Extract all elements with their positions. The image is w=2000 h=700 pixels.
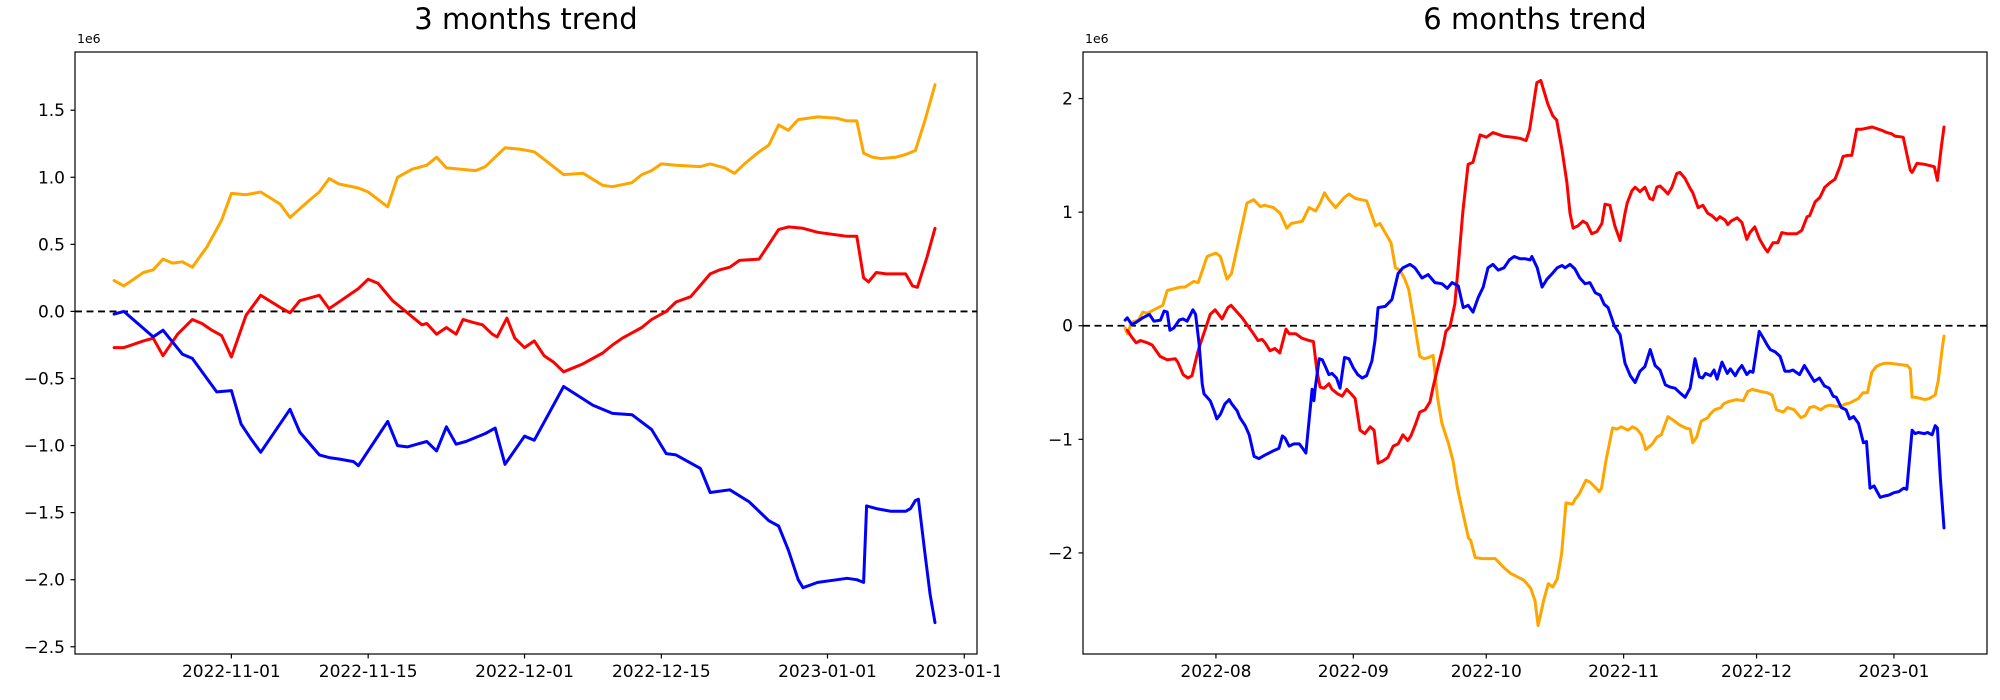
y-tick-label: −1.0 bbox=[24, 437, 65, 457]
right-chart-svg: 2022-08 2022-09 2022-10 2022-11 2022-12 2023-… bbox=[1048, 51, 1988, 682]
x-tick-label: 2022-08 bbox=[1180, 662, 1251, 682]
y-tick-label: 2 bbox=[1062, 90, 1073, 110]
y-tick-label: 0.0 bbox=[38, 302, 65, 322]
x-tick-label: 2023-01-01 bbox=[778, 662, 877, 682]
y-tick-label: 1.5 bbox=[38, 101, 65, 121]
chart-3-months-trend: 3 months trend 1e6 2022-11-01 2022-11-15 2… bbox=[24, 2, 1000, 682]
y-tick-label: 0.5 bbox=[38, 235, 65, 255]
chart-6-months-trend: 6 months trend 1e6 2022-08 2022-09 2022-10… bbox=[1000, 0, 2000, 700]
y-axis-offset-label-right: 1e6 bbox=[1085, 31, 1109, 46]
y-tick-label: 0 bbox=[1062, 317, 1073, 337]
chart-title-6-months: 6 months trend bbox=[1423, 2, 1647, 36]
axes-spines bbox=[1082, 51, 1988, 655]
x-tick-label: 2022-12-15 bbox=[612, 662, 711, 682]
x-tick-label: 2022-11 bbox=[1588, 662, 1659, 682]
x-tick-label: 2022-10 bbox=[1451, 662, 1522, 682]
x-tick-label: 2022-12-01 bbox=[475, 662, 574, 682]
x-tick-label: 2022-11-01 bbox=[182, 662, 281, 682]
y-tick-label: −1.5 bbox=[24, 504, 65, 524]
x-tick-label: 2022-11-15 bbox=[319, 662, 418, 682]
left-chart-svg: 2022-11-01 2022-11-15 2022-12-01 2022-12-15… bbox=[24, 51, 1000, 682]
series-orange-line bbox=[112, 83, 937, 288]
y-tick-label: −0.5 bbox=[24, 369, 65, 389]
x-tick-label: 2022-12 bbox=[1721, 662, 1792, 682]
y-tick-label: −2.0 bbox=[24, 571, 65, 591]
x-tick-label: 2023-01 bbox=[1858, 662, 1929, 682]
y-tick-label: 1.0 bbox=[38, 168, 65, 188]
y-tick-label: −2 bbox=[1048, 544, 1073, 564]
series-red-line bbox=[1125, 78, 1946, 465]
series-red-line bbox=[112, 225, 937, 374]
y-tick-label: 1 bbox=[1062, 203, 1073, 223]
y-tick-label: −1 bbox=[1048, 430, 1073, 450]
axes-spines bbox=[74, 51, 978, 655]
y-axis-offset-label-left: 1e6 bbox=[77, 31, 101, 46]
chart-title-3-months: 3 months trend bbox=[414, 2, 638, 36]
y-tick-label: −2.5 bbox=[24, 638, 65, 658]
series-orange-line bbox=[1123, 191, 1946, 628]
series-blue-line bbox=[1123, 255, 1946, 530]
x-tick-label: 2023-01-15 bbox=[915, 662, 1000, 682]
x-tick-label: 2022-09 bbox=[1318, 662, 1389, 682]
series-blue-line bbox=[112, 309, 937, 625]
